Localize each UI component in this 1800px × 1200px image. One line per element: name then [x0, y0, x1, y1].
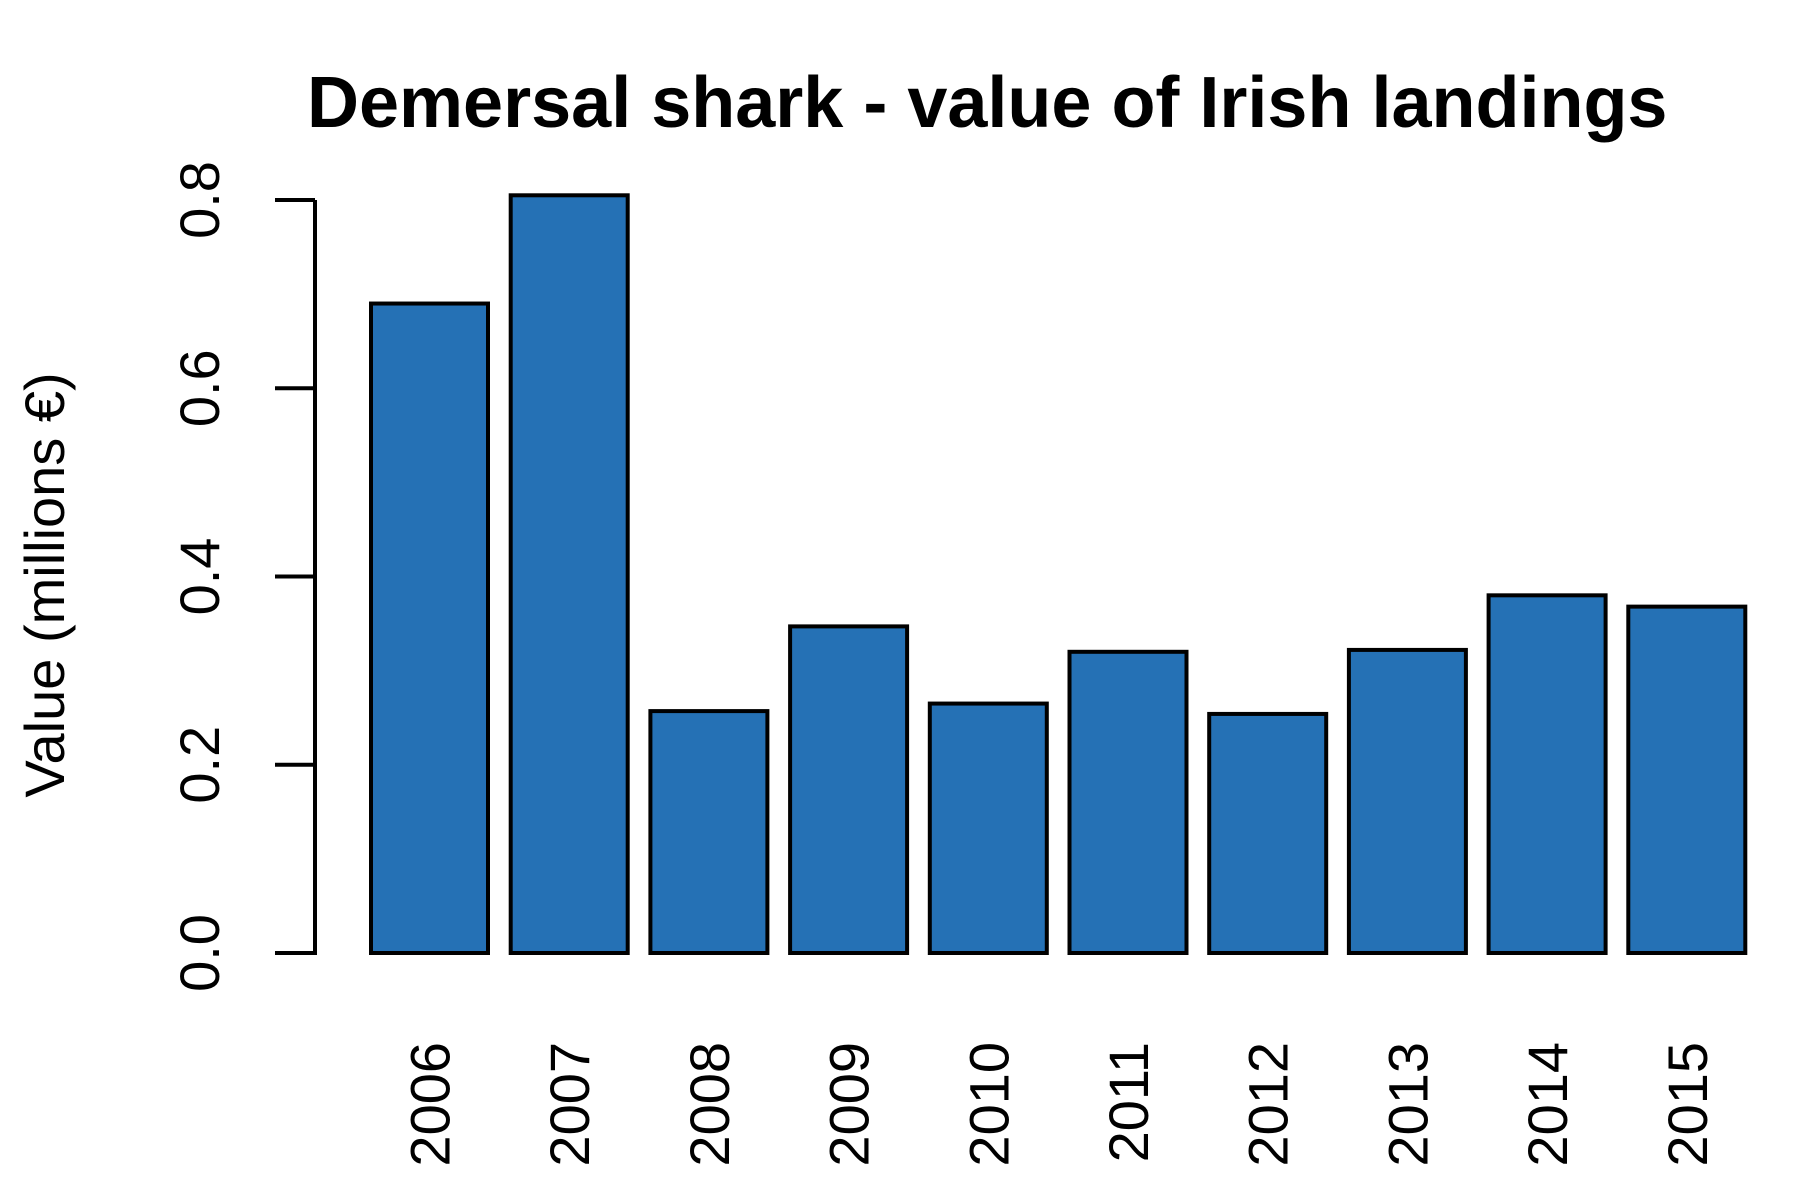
- bar-2007: [508, 193, 630, 955]
- x-tick-label: 2007: [538, 1042, 601, 1167]
- bar-2014: [1486, 593, 1608, 955]
- y-axis-ticks: 0.0 0.2 0.4 0.6 0.8: [168, 161, 315, 992]
- x-tick-label: 2008: [678, 1042, 741, 1167]
- y-axis-label: Value (millions €): [13, 372, 76, 797]
- bars: [369, 193, 1748, 956]
- x-tick-label: 2006: [399, 1042, 462, 1167]
- bar-2006: [369, 301, 490, 956]
- y-tick-label: 0.0: [168, 914, 231, 992]
- y-tick-label: 0.4: [168, 538, 231, 616]
- chart-title: Demersal shark - value of Irish landings: [307, 63, 1667, 143]
- bar-2012: [1207, 711, 1329, 955]
- x-tick-label: 2012: [1237, 1042, 1300, 1167]
- x-axis-tick-labels: 2006 2007 2008 2009 2010 2011 2012 2013 2014 2015: [399, 1042, 1719, 1167]
- bar-2011: [1067, 649, 1189, 955]
- y-tick-label: 0.6: [168, 349, 231, 427]
- y-tick-label: 0.8: [168, 161, 231, 239]
- x-tick-label: 2010: [957, 1042, 1020, 1167]
- x-tick-label: 2013: [1376, 1042, 1439, 1167]
- x-tick-label: 2009: [818, 1042, 881, 1167]
- y-tick-label: 0.2: [168, 726, 231, 804]
- bar-2010: [927, 701, 1049, 955]
- bar-2015: [1626, 604, 1748, 955]
- x-tick-label: 2015: [1656, 1042, 1719, 1167]
- x-tick-label: 2011: [1097, 1042, 1160, 1162]
- bar-2013: [1346, 647, 1468, 955]
- bar-2008: [648, 709, 770, 955]
- bar-2009: [788, 624, 910, 955]
- x-tick-label: 2014: [1516, 1042, 1579, 1167]
